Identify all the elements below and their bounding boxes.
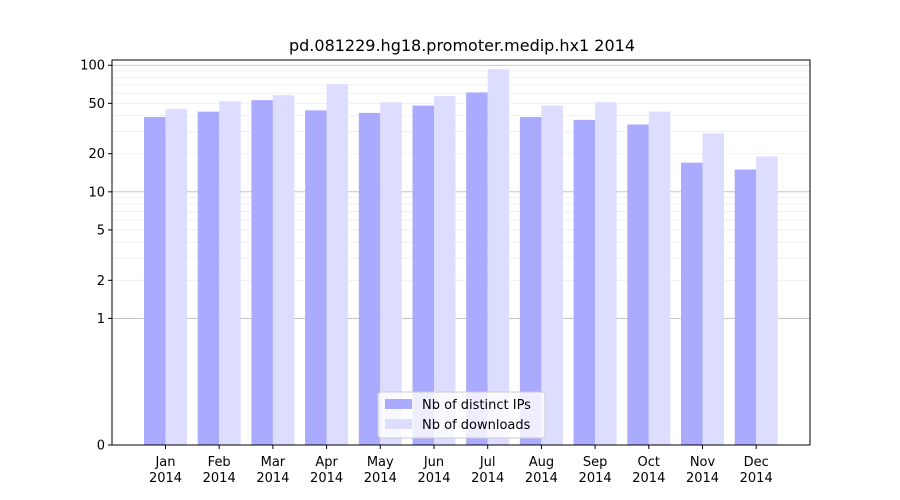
bar-distinct-ips (734, 169, 757, 445)
bar-downloads (326, 84, 349, 446)
x-tick-label: Sep 2014 (579, 455, 612, 486)
y-tick-label: 0 (97, 439, 105, 454)
y-tick-label: 1 (97, 312, 105, 327)
bar-distinct-ips (412, 105, 434, 446)
bar-downloads (434, 96, 456, 446)
legend-swatch (385, 399, 412, 409)
chart-title: pd.081229.hg18.promoter.medip.hx1 2014 (289, 36, 635, 55)
y-tick-label: 10 (88, 185, 105, 200)
bar-distinct-ips (466, 92, 488, 446)
x-tick-label: Feb 2014 (203, 455, 236, 486)
bar-downloads (702, 133, 724, 445)
x-tick-label: Nov 2014 (686, 455, 719, 486)
bar-distinct-ips (519, 117, 542, 446)
bar-distinct-ips (251, 100, 273, 445)
legend-box (377, 391, 546, 439)
bar-downloads (487, 69, 510, 446)
bars (144, 69, 778, 446)
bar-downloads (165, 109, 187, 446)
x-tick-label: May 2014 (364, 455, 397, 486)
bar-distinct-ips (627, 124, 649, 445)
bar-distinct-ips (197, 111, 220, 445)
y-axis: 0 1 2 5 10 20 50 100 (80, 59, 112, 454)
x-tick-label: Dec 2014 (740, 455, 773, 486)
x-tick-label: Jan 2014 (149, 455, 182, 486)
bar-downloads (272, 95, 295, 445)
legend-label: Nb of distinct IPs (422, 398, 531, 413)
bar-downloads (219, 101, 241, 446)
bar-distinct-ips (573, 119, 596, 445)
x-tick-label: Mar 2014 (256, 455, 289, 486)
y-tick-label: 20 (88, 147, 105, 162)
bar-downloads (648, 111, 671, 445)
y-tick-label: 100 (80, 59, 105, 74)
y-tick-label: 5 (97, 223, 105, 238)
legend: Nb of distinct IPs Nb of downloads (377, 391, 546, 439)
bar-downloads (756, 156, 778, 446)
bar-distinct-ips (305, 110, 327, 445)
bar-downloads (380, 102, 402, 445)
x-tick-label: Oct 2014 (632, 455, 665, 486)
y-tick-label: 2 (97, 274, 105, 289)
bar-downloads (541, 105, 563, 446)
x-tick-label: Apr 2014 (310, 455, 343, 486)
x-tick-label: Jul 2014 (471, 455, 504, 486)
plot-frame (111, 59, 811, 446)
y-tick-label: 50 (88, 97, 105, 112)
bar-distinct-ips (358, 112, 381, 446)
x-tick-label: Aug 2014 (525, 455, 558, 486)
legend-label: Nb of downloads (422, 418, 531, 433)
bar-downloads (595, 102, 617, 445)
x-axis: Jan 2014 Feb 2014 Mar 2014 Apr 2014 May 2014 Jun 20… (149, 445, 773, 486)
bar-distinct-ips (144, 117, 166, 446)
bar-distinct-ips (681, 162, 703, 445)
x-tick-label: Jun 2014 (417, 455, 450, 486)
legend-swatch (385, 419, 412, 429)
